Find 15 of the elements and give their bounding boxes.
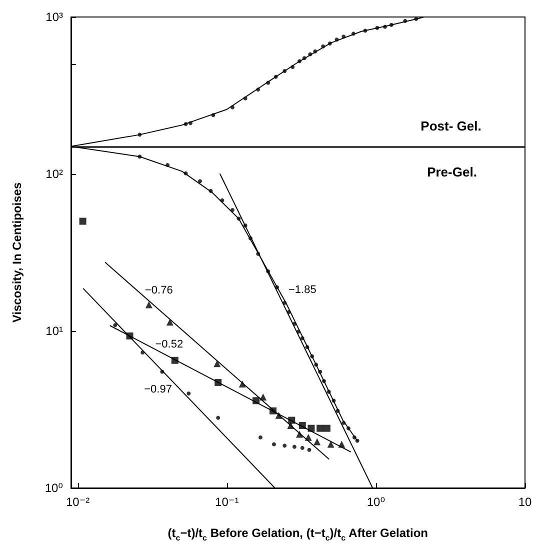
annotation: Post- Gel. [420,118,482,134]
y-tick-label: 10² [46,167,64,181]
x-tick-label: 10 [518,495,532,509]
y-tick-label: 10⁰ [44,481,64,495]
annotation: −1.85 [288,284,316,296]
annotation: −0.52 [155,338,184,350]
annotation: −0.76 [144,284,173,297]
y-tick-label: 10³ [46,10,64,24]
x-tick-label: 10⁻¹ [215,495,239,509]
x-tick-label: 10⁰ [366,495,386,509]
annotation: Pre-Gel. [427,164,477,180]
y-axis-title: Viscosity, In Centipoises [10,182,24,323]
annotation: −0.97 [144,383,172,396]
x-tick-label: 10⁻² [66,495,90,509]
y-tick-label: 10¹ [46,324,64,338]
